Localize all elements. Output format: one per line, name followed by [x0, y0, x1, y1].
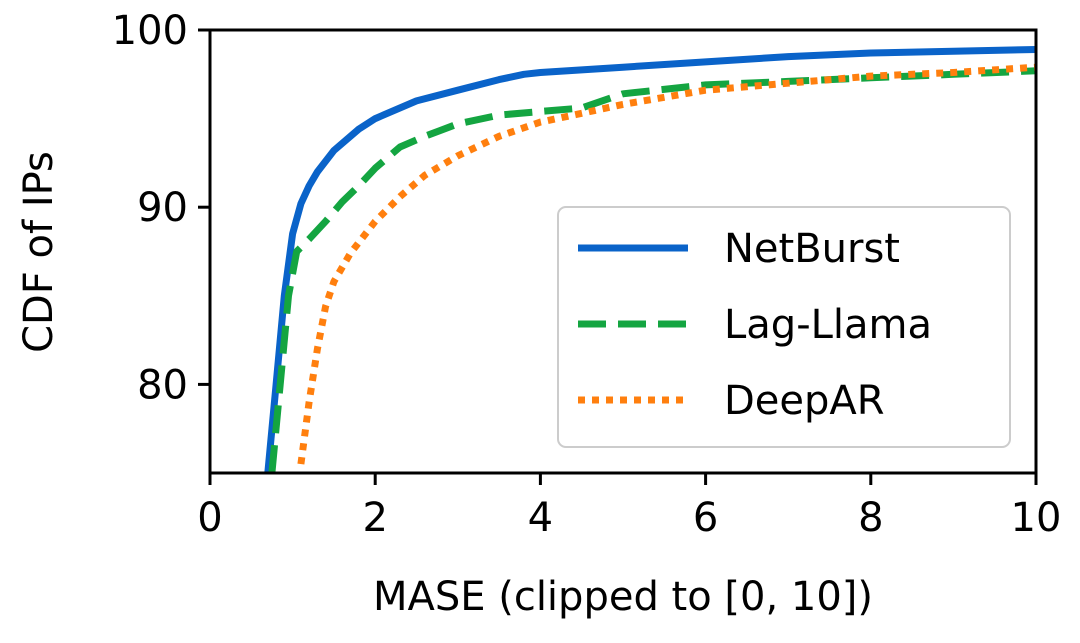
legend-label-netburst: NetBurst: [724, 226, 900, 272]
y-tick-label: 90: [137, 185, 188, 231]
y-axis-label: CDF of IPs: [16, 151, 62, 353]
series-line-deepar: [297, 63, 1036, 465]
legend-label-lag-llama: Lag-Llama: [724, 302, 932, 348]
x-tick-label: 4: [528, 495, 553, 541]
x-tick-label: 0: [197, 495, 222, 541]
x-axis: 0 2 4 6 8 10: [197, 473, 1061, 541]
x-tick-label: 10: [1011, 495, 1062, 541]
x-tick-label: 2: [362, 495, 387, 541]
series-line-netburst: [264, 46, 1036, 473]
plot-frame: [208, 28, 1038, 475]
x-axis-label: MASE (clipped to [0, 10]): [373, 574, 873, 620]
y-axis: 80 90 100: [112, 8, 210, 408]
legend-label-deepar: DeepAR: [724, 378, 885, 424]
y-tick-label: 80: [137, 362, 188, 408]
x-tick-label: 8: [858, 495, 883, 541]
legend: NetBurst Lag-Llama DeepAR: [557, 206, 1011, 448]
series-layer: [264, 46, 1036, 473]
y-tick-label: 100: [112, 8, 188, 54]
x-tick-label: 6: [693, 495, 718, 541]
legend-box: [557, 206, 1011, 448]
